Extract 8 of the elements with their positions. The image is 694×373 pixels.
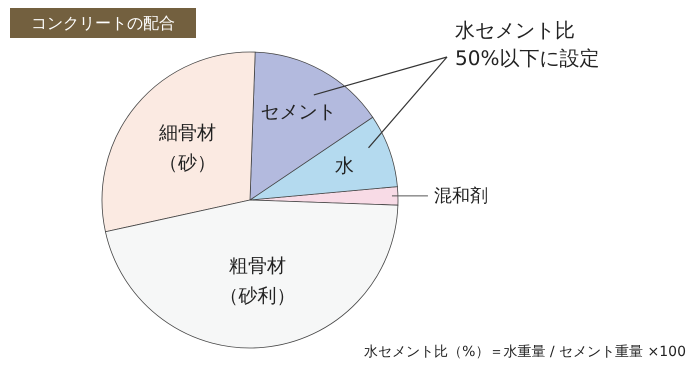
text: 水セメント比（%）＝水重量 / セメント重量 ×100 [364,344,686,360]
slice-label: 細骨材（砂） [158,120,217,176]
text: 水セメント比 50%以下に設定 [455,18,600,70]
slice-label: 混和剤 [434,185,488,206]
slice-label: 粗骨材（砂利） [218,254,296,310]
slice-label: セメント [260,100,338,125]
chart-title: コンクリートの配合 [31,14,175,32]
slice-label: 水 [334,154,356,180]
